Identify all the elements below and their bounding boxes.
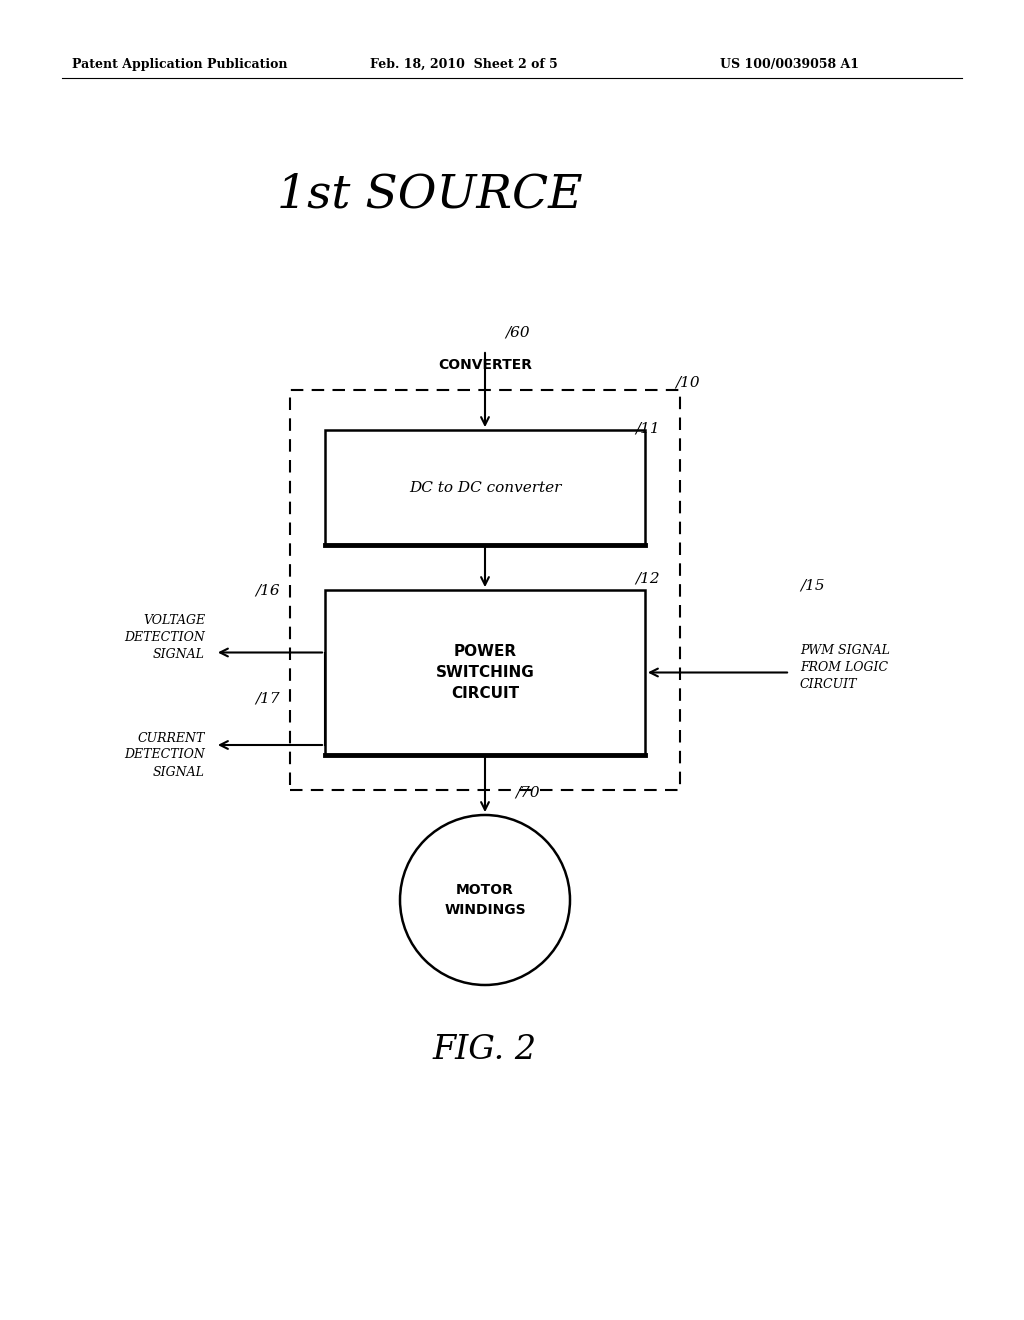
Text: Feb. 18, 2010  Sheet 2 of 5: Feb. 18, 2010 Sheet 2 of 5 (370, 58, 558, 71)
Text: /70: /70 (515, 785, 540, 800)
Text: VOLTAGE
DETECTION
SIGNAL: VOLTAGE DETECTION SIGNAL (124, 614, 205, 661)
Bar (325, 430, 645, 545)
Text: PWM SIGNAL
FROM LOGIC
CIRCUIT: PWM SIGNAL FROM LOGIC CIRCUIT (800, 644, 890, 690)
Text: Patent Application Publication: Patent Application Publication (72, 58, 288, 71)
Text: /16: /16 (255, 583, 280, 598)
Bar (290, 389, 680, 789)
Text: /15: /15 (800, 578, 824, 593)
Text: /11: /11 (635, 421, 659, 436)
Circle shape (400, 814, 570, 985)
Text: /17: /17 (255, 690, 280, 705)
Text: DC to DC converter: DC to DC converter (409, 480, 561, 495)
Text: POWER
SWITCHING
CIRCUIT: POWER SWITCHING CIRCUIT (435, 644, 535, 701)
Text: US 100/0039058 A1: US 100/0039058 A1 (720, 58, 859, 71)
Text: FIG. 2: FIG. 2 (433, 1034, 537, 1067)
Text: MOTOR
WINDINGS: MOTOR WINDINGS (444, 883, 525, 917)
Bar (325, 590, 645, 755)
Text: /60: /60 (505, 326, 529, 341)
Text: CURRENT
DETECTION
SIGNAL: CURRENT DETECTION SIGNAL (124, 731, 205, 779)
Text: 1st SOURCE: 1st SOURCE (278, 173, 583, 218)
Text: /10: /10 (675, 376, 699, 389)
Text: /12: /12 (635, 572, 659, 585)
Text: CONVERTER: CONVERTER (438, 358, 532, 372)
